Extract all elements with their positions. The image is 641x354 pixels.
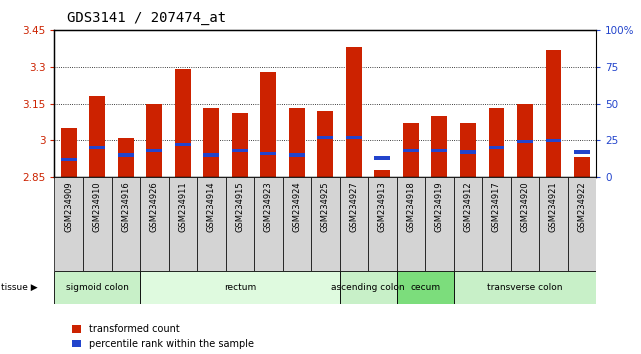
Bar [175,69,190,177]
Text: GSM234925: GSM234925 [320,182,330,232]
Bar [368,177,397,271]
Bar [260,152,276,155]
Bar [454,271,596,304]
Text: GSM234910: GSM234910 [93,182,102,232]
Bar [118,153,133,156]
Bar [89,96,105,177]
Bar [454,177,482,271]
Text: GSM234911: GSM234911 [178,182,187,232]
Bar [431,116,447,177]
Bar [283,177,311,271]
Bar [118,138,133,177]
Bar [346,136,362,139]
Text: GSM234922: GSM234922 [578,182,587,232]
Bar [460,123,476,177]
Bar [397,271,454,304]
Bar [169,177,197,271]
Text: rectum: rectum [224,283,256,292]
Bar [340,177,368,271]
Bar [61,128,76,177]
Bar [83,177,112,271]
Text: GSM234919: GSM234919 [435,182,444,232]
Bar [197,177,226,271]
Bar [374,170,390,177]
Bar [54,177,83,271]
Bar [517,104,533,177]
Bar [460,150,476,154]
Bar [431,149,447,152]
Bar [397,177,425,271]
Text: GSM234917: GSM234917 [492,182,501,233]
Bar [488,108,504,177]
Text: tissue ▶: tissue ▶ [1,283,37,292]
Bar [203,108,219,177]
Text: GSM234926: GSM234926 [150,182,159,233]
Bar [574,158,590,177]
Bar [545,50,562,177]
Bar [545,139,562,142]
Text: GSM234923: GSM234923 [264,182,273,233]
Bar [511,177,539,271]
Bar [488,146,504,149]
Text: GSM234916: GSM234916 [121,182,130,233]
Bar [482,177,511,271]
Text: cecum: cecum [410,283,440,292]
Text: GSM234920: GSM234920 [520,182,529,232]
Bar [140,271,340,304]
Bar [317,111,333,177]
Legend: transformed count, percentile rank within the sample: transformed count, percentile rank withi… [72,324,254,349]
Text: GSM234927: GSM234927 [349,182,358,233]
Text: sigmoid colon: sigmoid colon [66,283,129,292]
Bar [374,156,390,160]
Text: GSM234913: GSM234913 [378,182,387,233]
Bar [425,177,454,271]
Text: GSM234909: GSM234909 [64,182,73,232]
Bar [539,177,568,271]
Text: transverse colon: transverse colon [487,283,563,292]
Text: GSM234915: GSM234915 [235,182,244,232]
Bar [146,104,162,177]
Bar [232,149,247,152]
Bar [346,47,362,177]
Bar [140,177,169,271]
Text: ascending colon: ascending colon [331,283,405,292]
Bar [146,149,162,152]
Bar [112,177,140,271]
Text: GDS3141 / 207474_at: GDS3141 / 207474_at [67,11,226,25]
Text: GSM234918: GSM234918 [406,182,415,233]
Bar [54,271,140,304]
Bar [403,149,419,152]
Text: GSM234912: GSM234912 [463,182,472,232]
Text: GSM234924: GSM234924 [292,182,301,232]
Bar [254,177,283,271]
Bar [517,140,533,143]
Bar [289,108,304,177]
Bar [89,146,105,149]
Bar [340,271,397,304]
Text: GSM234921: GSM234921 [549,182,558,232]
Bar [226,177,254,271]
Bar [317,136,333,139]
Bar [289,153,304,156]
Text: GSM234914: GSM234914 [207,182,216,232]
Bar [175,143,190,146]
Bar [311,177,340,271]
Bar [403,123,419,177]
Bar [260,72,276,177]
Bar [232,113,247,177]
Bar [568,177,596,271]
Bar [61,158,76,161]
Bar [574,150,590,154]
Bar [203,153,219,156]
